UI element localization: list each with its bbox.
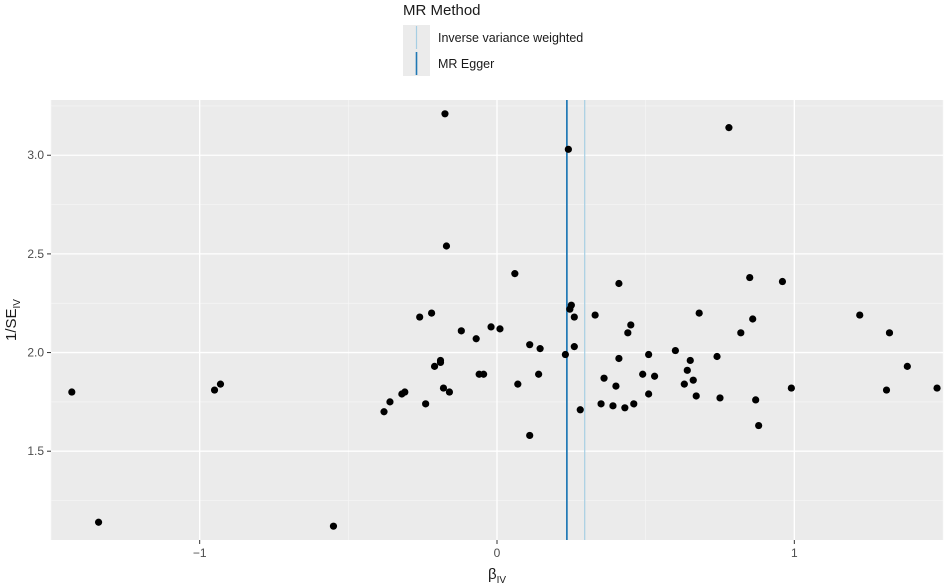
data-point-5 (380, 408, 388, 416)
legend-label-mr-egger: MR Egger (438, 57, 494, 71)
data-point-42 (612, 382, 620, 390)
x-axis-title-subscript: IV (497, 575, 507, 585)
data-points (68, 110, 941, 530)
data-point-6 (386, 398, 394, 406)
data-point-46 (624, 329, 632, 337)
data-point-10 (422, 400, 430, 408)
data-point-37 (576, 406, 584, 414)
data-point-73 (903, 362, 911, 370)
data-point-4 (329, 522, 338, 530)
data-point-60 (713, 352, 721, 361)
data-point-51 (645, 350, 653, 359)
data-point-48 (630, 400, 638, 408)
data-point-39 (597, 400, 605, 408)
data-point-67 (755, 421, 763, 430)
data-point-24 (496, 325, 504, 333)
x-tick-label-1: 0 (494, 546, 501, 560)
data-point-27 (526, 431, 534, 440)
data-point-50 (645, 390, 653, 398)
data-point-70 (856, 311, 864, 319)
data-point-62 (725, 124, 733, 132)
data-point-49 (639, 370, 647, 378)
data-point-22 (480, 370, 488, 378)
data-point-36 (570, 343, 578, 351)
legend-title: MR Method (403, 2, 481, 19)
data-point-74 (933, 384, 941, 392)
data-point-31 (561, 350, 569, 359)
data-point-44 (615, 279, 623, 288)
data-point-55 (683, 366, 691, 374)
data-point-65 (749, 315, 757, 323)
data-point-72 (885, 329, 894, 337)
data-point-9 (416, 313, 424, 321)
data-point-15 (439, 384, 448, 392)
data-point-0 (68, 388, 76, 396)
y-tick-label-3: 3.0 (27, 148, 44, 162)
data-point-38 (591, 311, 599, 319)
legend-label-ivw: Inverse variance weighted (438, 31, 583, 45)
data-point-53 (671, 346, 680, 355)
data-point-12 (430, 362, 439, 370)
data-point-20 (472, 335, 480, 343)
data-point-40 (600, 374, 608, 382)
data-point-11 (427, 309, 436, 317)
data-point-59 (695, 309, 703, 317)
data-point-14 (436, 356, 445, 365)
y-tick-label-1: 2.0 (27, 346, 44, 360)
data-point-28 (526, 341, 534, 349)
data-point-23 (487, 323, 495, 331)
data-point-19 (457, 327, 465, 335)
data-point-64 (746, 273, 754, 282)
data-point-17 (442, 242, 451, 250)
y-axis-title-main: 1/SE (3, 308, 20, 341)
data-point-2 (210, 386, 219, 394)
data-point-41 (609, 402, 617, 410)
y-tick-label-0: 1.5 (27, 444, 44, 458)
y-axis: 1.5 2.0 2.5 3.0 (27, 148, 51, 458)
data-point-57 (689, 376, 697, 384)
y-axis-title-subscript: IV (12, 299, 23, 309)
legend: MR Method Inverse variance weighted MR E… (403, 2, 583, 76)
data-point-54 (680, 380, 688, 388)
data-point-47 (627, 321, 635, 329)
data-point-34 (567, 301, 575, 309)
data-point-25 (511, 270, 519, 278)
data-point-63 (737, 329, 745, 337)
major-gridlines (51, 100, 943, 540)
data-point-56 (686, 356, 694, 365)
data-point-32 (564, 145, 572, 153)
data-point-66 (752, 396, 760, 404)
data-point-35 (570, 313, 578, 321)
data-point-29 (535, 370, 543, 378)
data-point-18 (445, 388, 454, 396)
data-point-71 (882, 386, 891, 394)
data-point-26 (514, 380, 522, 388)
x-axis: −1 0 1 (193, 540, 798, 560)
data-point-68 (778, 277, 787, 286)
data-point-1 (94, 518, 103, 526)
data-point-69 (787, 384, 795, 392)
method-lines (566, 100, 586, 540)
data-point-43 (615, 354, 623, 363)
x-axis-title: βIV (488, 566, 506, 585)
y-axis-title: 1/SEIV (3, 299, 23, 341)
data-point-16 (441, 110, 449, 118)
data-point-30 (536, 345, 544, 353)
data-point-58 (692, 392, 700, 400)
x-axis-title-main: β (488, 566, 497, 583)
data-point-61 (716, 394, 724, 402)
data-point-3 (216, 380, 225, 388)
data-point-52 (650, 372, 659, 380)
x-tick-label-2: 1 (791, 546, 798, 560)
x-tick-label-0: −1 (193, 546, 207, 560)
y-tick-label-2: 2.5 (27, 247, 44, 261)
data-point-8 (401, 388, 409, 396)
data-point-45 (621, 404, 629, 412)
